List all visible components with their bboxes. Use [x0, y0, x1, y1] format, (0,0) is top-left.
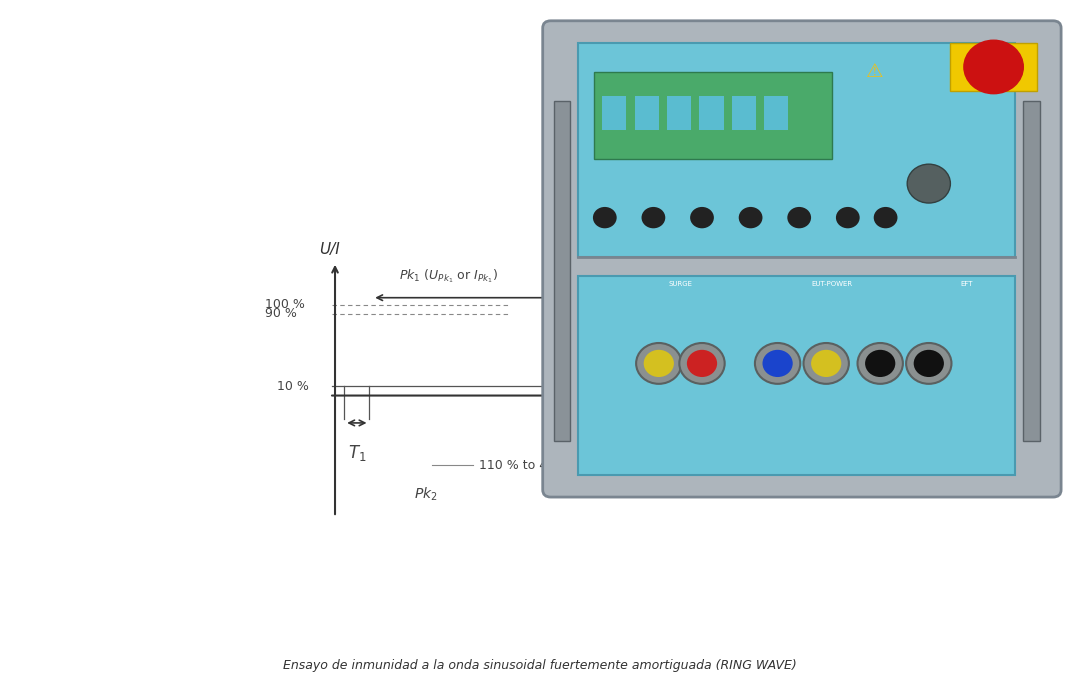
Text: 10 %: 10 %: [276, 380, 309, 393]
Circle shape: [914, 350, 944, 377]
Bar: [950, 43, 1037, 91]
Circle shape: [804, 343, 849, 384]
Text: Ensayo de inmunidad a la onda sinusoidal fuertemente amortiguada (RING WAVE): Ensayo de inmunidad a la onda sinusoidal…: [283, 659, 797, 672]
Circle shape: [762, 350, 793, 377]
Circle shape: [906, 343, 951, 384]
Circle shape: [739, 207, 762, 228]
Text: EFT: EFT: [960, 281, 973, 287]
Text: 100 %: 100 %: [265, 298, 305, 311]
Circle shape: [687, 350, 717, 377]
Text: 90 %: 90 %: [265, 307, 297, 321]
Bar: [578, 43, 1015, 256]
Text: EUT-POWER: EUT-POWER: [811, 281, 852, 287]
Text: t: t: [854, 387, 861, 404]
Bar: [1024, 101, 1039, 441]
Circle shape: [679, 343, 725, 384]
Circle shape: [690, 207, 714, 228]
Circle shape: [636, 343, 681, 384]
Text: 110 % to 40%: 110 % to 40%: [478, 459, 567, 472]
Bar: [732, 96, 756, 130]
Circle shape: [963, 40, 1024, 94]
Bar: [667, 96, 691, 130]
Circle shape: [865, 350, 895, 377]
Bar: [700, 96, 724, 130]
Circle shape: [811, 350, 841, 377]
Circle shape: [874, 207, 897, 228]
Text: $Pk_4$: $Pk_4$: [658, 432, 681, 450]
Text: $Pk_1\ (U_{Pk_1}\ \mathrm{or}\ I_{Pk_1})$: $Pk_1\ (U_{Pk_1}\ \mathrm{or}\ I_{Pk_1})…: [399, 267, 498, 285]
Circle shape: [642, 207, 665, 228]
Circle shape: [755, 343, 800, 384]
Circle shape: [858, 343, 903, 384]
Bar: [635, 96, 659, 130]
Circle shape: [787, 207, 811, 228]
Text: $Pk_3$: $Pk_3$: [585, 329, 609, 346]
Text: U/I: U/I: [319, 242, 339, 256]
Bar: [554, 101, 570, 441]
Bar: [578, 276, 1015, 475]
Circle shape: [907, 164, 950, 203]
Text: $Pk_2$: $Pk_2$: [415, 485, 438, 503]
Bar: [594, 72, 832, 159]
Text: $T_1$: $T_1$: [348, 443, 366, 463]
Circle shape: [836, 207, 860, 228]
Circle shape: [593, 207, 617, 228]
Bar: [603, 96, 626, 130]
Bar: [765, 96, 788, 130]
FancyBboxPatch shape: [543, 21, 1061, 497]
Text: ⚠: ⚠: [866, 62, 883, 81]
Circle shape: [644, 350, 674, 377]
Text: SURGE: SURGE: [669, 281, 692, 287]
